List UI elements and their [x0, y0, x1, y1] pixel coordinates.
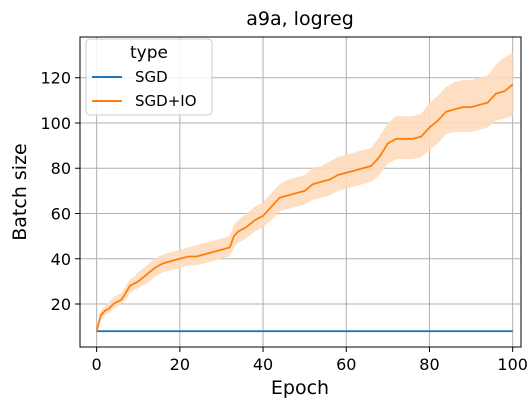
y-axis-title: Batch size [9, 143, 31, 241]
y-tick-label: 100 [40, 114, 71, 133]
x-tick-label: 0 [92, 355, 102, 374]
x-tick-label: 60 [336, 355, 356, 374]
legend-label-sgd-io: SGD+IO [135, 92, 197, 110]
x-axis-title: Epoch [271, 377, 329, 399]
y-tick-label: 60 [51, 204, 71, 223]
series-lines [95, 83, 514, 333]
y-tick-label: 20 [51, 295, 71, 314]
y-tick-label: 120 [40, 69, 71, 88]
x-tick-label: 100 [497, 355, 528, 374]
y-axis-ticks: 20 40 60 80 100 120 [40, 69, 80, 314]
plot-frame [79, 36, 522, 348]
legend-title: type [130, 43, 168, 63]
confidence-bands [96, 52, 513, 332]
x-axis-ticks: 0 20 40 60 80 100 [92, 347, 528, 374]
legend-box [85, 38, 213, 116]
chart-title: a9a, logreg [246, 8, 354, 30]
legend: type SGD SGD+IO [85, 38, 213, 116]
series-line-sgd-io [95, 83, 514, 332]
legend-label-sgd: SGD [135, 68, 168, 86]
x-tick-label: 20 [170, 355, 190, 374]
y-tick-label: 80 [51, 159, 71, 178]
y-tick-label: 40 [51, 250, 71, 269]
x-tick-label: 40 [253, 355, 273, 374]
x-tick-label: 80 [419, 355, 439, 374]
series-band-sgd-io [96, 52, 513, 332]
